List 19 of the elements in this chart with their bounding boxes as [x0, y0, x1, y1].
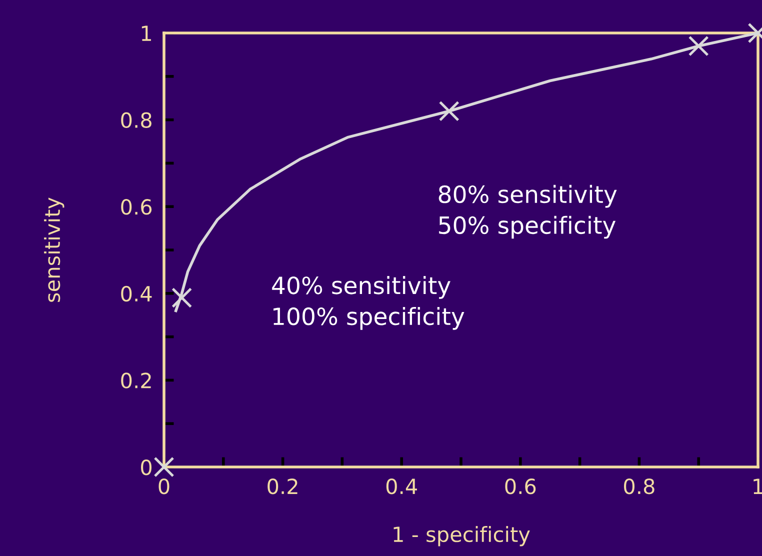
annotation: 40% sensitivity 100% specificity [272, 276, 464, 330]
x-axis-title: 1 - specificity [394, 526, 530, 546]
x-tick-label: 0.6 [505, 478, 536, 494]
y-tick-label: 0.2 [121, 372, 151, 388]
x-tick-label: 0.2 [268, 478, 298, 494]
y-tick-label: 0.6 [121, 199, 152, 215]
y-tick-label: 0 [141, 459, 152, 476]
x-tick-label: 0.4 [386, 478, 417, 494]
point [688, 36, 709, 56]
y-tick-label: 0.4 [121, 286, 152, 302]
y-axis-title: sensitivity [44, 198, 64, 302]
point [154, 456, 174, 478]
x-tick-label: 0.8 [624, 478, 654, 494]
x-tick-label: 0 [158, 478, 170, 494]
annotation: 80% sensitivity 50% specificity [438, 184, 617, 239]
point [172, 287, 192, 308]
point [438, 100, 460, 122]
y-tick-label: 0.8 [121, 112, 152, 128]
y-tick-label: 1 [142, 26, 151, 41]
